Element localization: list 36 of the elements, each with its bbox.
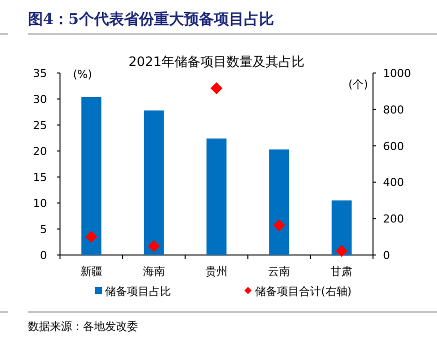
bar bbox=[332, 200, 352, 255]
legend-label: 储备项目占比 bbox=[105, 285, 171, 298]
x-tick-label: 贵州 bbox=[206, 265, 228, 278]
y2-tick-label: 800 bbox=[383, 103, 404, 116]
bar bbox=[81, 96, 102, 255]
y-tick-label: 30 bbox=[33, 93, 47, 106]
y-axis-title: (%) bbox=[73, 68, 92, 81]
chart-title: 图4：5个代表省份重大预备项目占比 bbox=[28, 10, 274, 28]
x-tick-label: 新疆 bbox=[80, 265, 102, 278]
bar bbox=[206, 138, 226, 255]
point bbox=[210, 82, 222, 94]
point bbox=[85, 230, 98, 243]
y2-tick-label: 1000 bbox=[383, 67, 411, 80]
point bbox=[148, 240, 160, 252]
y-tick-label: 10 bbox=[33, 197, 47, 210]
y2-tick-label: 400 bbox=[383, 176, 404, 190]
y2-tick-label: 600 bbox=[383, 140, 404, 153]
point bbox=[273, 219, 286, 232]
y-tick-label: 35 bbox=[33, 67, 47, 80]
chart-subtitle: 2021年储备项目数量及其占比 bbox=[128, 55, 305, 70]
bar bbox=[269, 149, 290, 255]
y-tick-label: 20 bbox=[33, 145, 47, 158]
y-tick-label: 0 bbox=[40, 249, 47, 262]
y-tick-label: 15 bbox=[33, 171, 47, 184]
y2-tick-label: 200 bbox=[383, 212, 404, 226]
y2-tick-label: 0 bbox=[383, 249, 390, 262]
y-tick-label: 5 bbox=[40, 223, 47, 236]
x-tick-label: 海南 bbox=[142, 265, 165, 278]
y2-axis-title: (个) bbox=[348, 78, 368, 91]
x-tick-label: 甘肃 bbox=[330, 265, 353, 278]
point bbox=[336, 244, 348, 257]
bar bbox=[144, 110, 164, 255]
legend-label: 储备项目合计(右轴) bbox=[255, 285, 352, 298]
y-tick-label: 25 bbox=[33, 119, 47, 132]
x-tick-label: 云南 bbox=[268, 265, 290, 278]
source-note: 数据来源：各地发改委 bbox=[28, 320, 138, 333]
